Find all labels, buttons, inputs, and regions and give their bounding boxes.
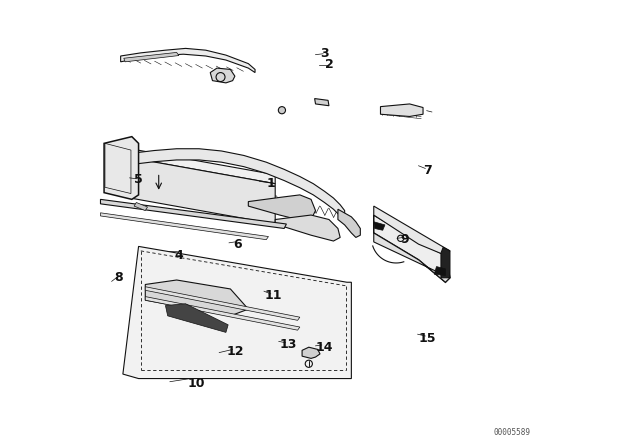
Polygon shape (441, 247, 450, 278)
Text: 4: 4 (175, 249, 183, 262)
Text: 14: 14 (316, 340, 333, 354)
Text: 7: 7 (423, 164, 432, 177)
Text: 3: 3 (320, 47, 329, 60)
Polygon shape (100, 199, 287, 228)
Text: 2: 2 (324, 58, 333, 72)
Polygon shape (374, 222, 385, 230)
Polygon shape (374, 206, 450, 255)
Polygon shape (435, 267, 445, 276)
Polygon shape (124, 52, 179, 62)
Polygon shape (374, 233, 450, 282)
Polygon shape (275, 215, 340, 241)
Text: 11: 11 (264, 289, 282, 302)
Polygon shape (210, 68, 235, 83)
Polygon shape (114, 149, 345, 222)
Text: 15: 15 (419, 332, 436, 345)
Text: 13: 13 (280, 338, 298, 352)
Polygon shape (302, 347, 320, 358)
Polygon shape (315, 99, 329, 106)
Polygon shape (123, 246, 351, 379)
Polygon shape (380, 104, 423, 116)
Polygon shape (134, 202, 148, 211)
Polygon shape (165, 304, 228, 332)
Text: 12: 12 (226, 345, 244, 358)
Polygon shape (145, 297, 300, 330)
Polygon shape (100, 213, 269, 240)
Polygon shape (125, 157, 275, 224)
Text: 1: 1 (266, 177, 275, 190)
Polygon shape (125, 148, 275, 184)
Polygon shape (104, 137, 139, 199)
Polygon shape (145, 287, 300, 320)
Text: 6: 6 (233, 237, 241, 251)
Polygon shape (338, 209, 360, 237)
Polygon shape (248, 195, 316, 220)
Text: 5: 5 (134, 172, 143, 186)
Polygon shape (145, 280, 248, 316)
Text: 9: 9 (401, 233, 410, 246)
Polygon shape (374, 215, 450, 282)
Text: 00005589: 00005589 (493, 428, 531, 437)
Circle shape (278, 107, 285, 114)
Text: 8: 8 (114, 271, 123, 284)
Text: 10: 10 (188, 376, 205, 390)
Polygon shape (121, 48, 255, 73)
